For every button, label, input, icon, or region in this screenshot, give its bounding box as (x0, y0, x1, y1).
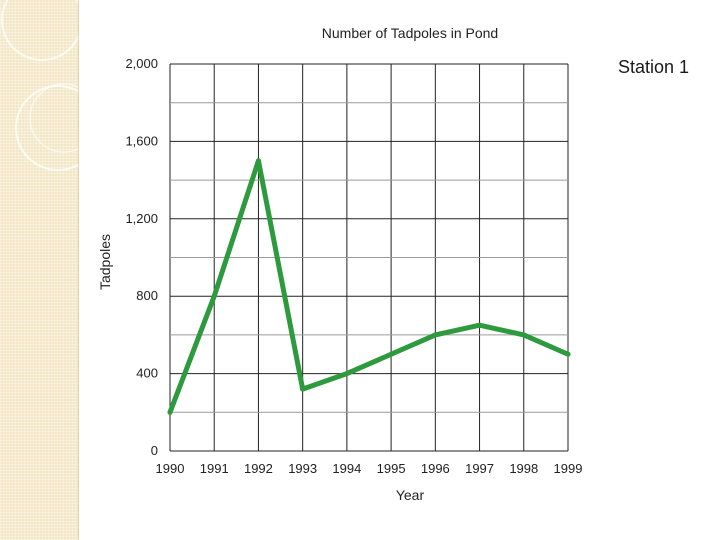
x-tick-label: 1993 (288, 461, 317, 476)
x-axis-title: Year (396, 487, 425, 503)
side-panel-border (78, 0, 79, 540)
decorative-side-panel (0, 0, 78, 540)
data-point (300, 386, 306, 392)
data-point (432, 332, 438, 338)
data-point (344, 371, 350, 377)
y-tick-label: 0 (151, 443, 158, 458)
series-line (167, 158, 571, 415)
data-point (477, 322, 483, 328)
decorative-circles (1, 0, 78, 171)
data-point (565, 351, 571, 357)
y-tick-label: 400 (136, 366, 158, 381)
x-tick-label: 1999 (554, 461, 583, 476)
x-tick-label: 1995 (377, 461, 406, 476)
slide-label: Station 1 (618, 57, 690, 77)
y-tick-label: 1,200 (125, 211, 158, 226)
chart-grid (169, 63, 569, 452)
data-point (255, 158, 261, 164)
data-point (521, 332, 527, 338)
y-axis-title: Tadpoles (97, 234, 113, 290)
x-tick-label: 1997 (465, 461, 494, 476)
data-point (167, 409, 173, 415)
data-point (388, 351, 394, 357)
x-tick-label: 1996 (421, 461, 450, 476)
chart-ticks: 0 400 800 1,200 1,600 2,000 1990 1991 1992 1993 19… (125, 56, 582, 476)
x-tick-label: 1994 (332, 461, 361, 476)
x-tick-label: 1992 (244, 461, 273, 476)
data-point (211, 293, 217, 299)
chart-title: Number of Tadpoles in Pond (322, 25, 498, 41)
chart-series (167, 158, 571, 415)
x-tick-label: 1991 (200, 461, 229, 476)
y-tick-label: 2,000 (125, 56, 158, 71)
y-tick-label: 1,600 (125, 133, 158, 148)
x-tick-label: 1990 (156, 461, 185, 476)
y-tick-label: 800 (136, 288, 158, 303)
x-tick-label: 1998 (509, 461, 538, 476)
